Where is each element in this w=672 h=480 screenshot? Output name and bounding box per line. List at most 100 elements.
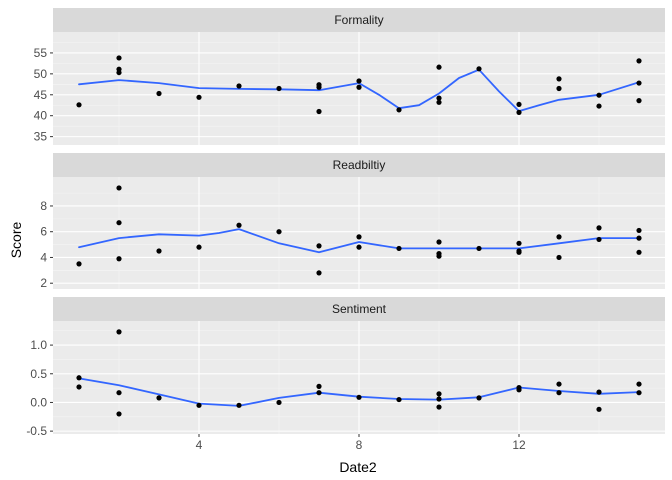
data-point (636, 80, 642, 86)
data-point (356, 234, 362, 240)
data-point (596, 236, 602, 243)
facet-strip (53, 8, 665, 32)
data-point (436, 391, 442, 397)
y-tick-label: 1.0 (30, 338, 47, 352)
y-tick-label: 40 (34, 109, 48, 123)
data-point (356, 78, 362, 84)
y-tick-label: 55 (34, 46, 48, 60)
data-point (596, 92, 602, 98)
data-point (236, 83, 242, 89)
data-point (316, 108, 322, 115)
data-point (396, 107, 402, 113)
y-tick-label: 0.0 (30, 395, 47, 409)
data-point (76, 384, 82, 390)
data-point (116, 390, 122, 396)
y-tick-label: 0.5 (30, 367, 47, 381)
data-point (316, 84, 322, 90)
data-point (596, 389, 602, 395)
data-point (436, 396, 442, 402)
data-point (476, 66, 482, 72)
data-point (156, 90, 162, 97)
y-tick-label: -0.5 (26, 424, 47, 438)
data-point (196, 402, 202, 408)
data-point (116, 411, 122, 417)
data-point (76, 261, 82, 267)
data-point (196, 244, 202, 250)
data-point (356, 394, 362, 400)
data-point (556, 234, 562, 240)
data-point (316, 390, 322, 396)
data-point (436, 99, 442, 105)
data-point (596, 103, 602, 109)
y-tick-label: 45 (34, 88, 48, 102)
data-point (116, 69, 122, 76)
y-tick-label: 6 (40, 225, 47, 239)
data-point (596, 406, 602, 412)
smooth-trend-line (78, 228, 640, 254)
data-point (196, 94, 202, 100)
facet-panel-sentiment: Sentiment -0.5 0.0 0.5 1.0 (26, 297, 665, 438)
data-point (76, 375, 82, 381)
data-point (556, 76, 562, 82)
data-point (356, 84, 362, 90)
data-point (316, 270, 322, 276)
y-tick-label: 50 (34, 67, 48, 81)
data-point (636, 98, 642, 104)
facet-strip-label: Readbiltiy (333, 158, 386, 172)
facet-strip (53, 153, 665, 177)
data-point (236, 222, 242, 228)
data-point (276, 85, 282, 92)
data-point (116, 256, 122, 262)
data-point (116, 185, 122, 191)
data-point (436, 404, 442, 410)
data-point (116, 329, 122, 335)
data-point (636, 381, 642, 387)
facet-strip-label: Sentiment (332, 302, 387, 316)
data-point (436, 64, 442, 70)
y-axis-title: Score (8, 222, 24, 259)
x-axis-title: Date2 (339, 459, 377, 475)
data-point (76, 102, 82, 108)
data-point (476, 395, 482, 401)
data-point (636, 249, 642, 255)
y-tick-label: 2 (40, 276, 47, 290)
data-point (476, 245, 482, 252)
y-tick-label: 8 (40, 199, 47, 213)
data-point (516, 249, 522, 255)
data-point (636, 227, 642, 234)
data-point (556, 85, 562, 92)
data-point (276, 399, 282, 406)
facet-panel-formality: Formality 35 40 45 50 55 (34, 8, 665, 145)
data-point (636, 390, 642, 396)
x-tick-label: 12 (512, 438, 526, 452)
y-tick-label: 35 (34, 130, 48, 144)
data-point (396, 396, 402, 403)
data-point (556, 390, 562, 396)
data-point (516, 109, 522, 115)
data-point (436, 95, 442, 101)
facet-strip-label: Formality (334, 13, 383, 27)
data-point (596, 225, 602, 231)
data-point (236, 402, 242, 408)
data-point (636, 58, 642, 64)
data-point (436, 253, 442, 259)
y-tick-label: 4 (40, 250, 47, 264)
data-point (396, 245, 402, 252)
data-point (436, 239, 442, 245)
data-point (276, 229, 282, 235)
x-tick-label: 4 (196, 438, 203, 452)
data-point (156, 248, 162, 254)
data-point (636, 235, 642, 241)
data-point (356, 244, 362, 250)
data-point (116, 55, 122, 61)
data-point (116, 220, 122, 226)
data-point (556, 381, 562, 387)
data-point (316, 383, 322, 389)
data-point (156, 395, 162, 401)
facet-strip (53, 297, 665, 321)
data-point (556, 254, 562, 261)
data-point (516, 387, 522, 393)
data-point (316, 243, 322, 249)
data-point (516, 240, 522, 246)
